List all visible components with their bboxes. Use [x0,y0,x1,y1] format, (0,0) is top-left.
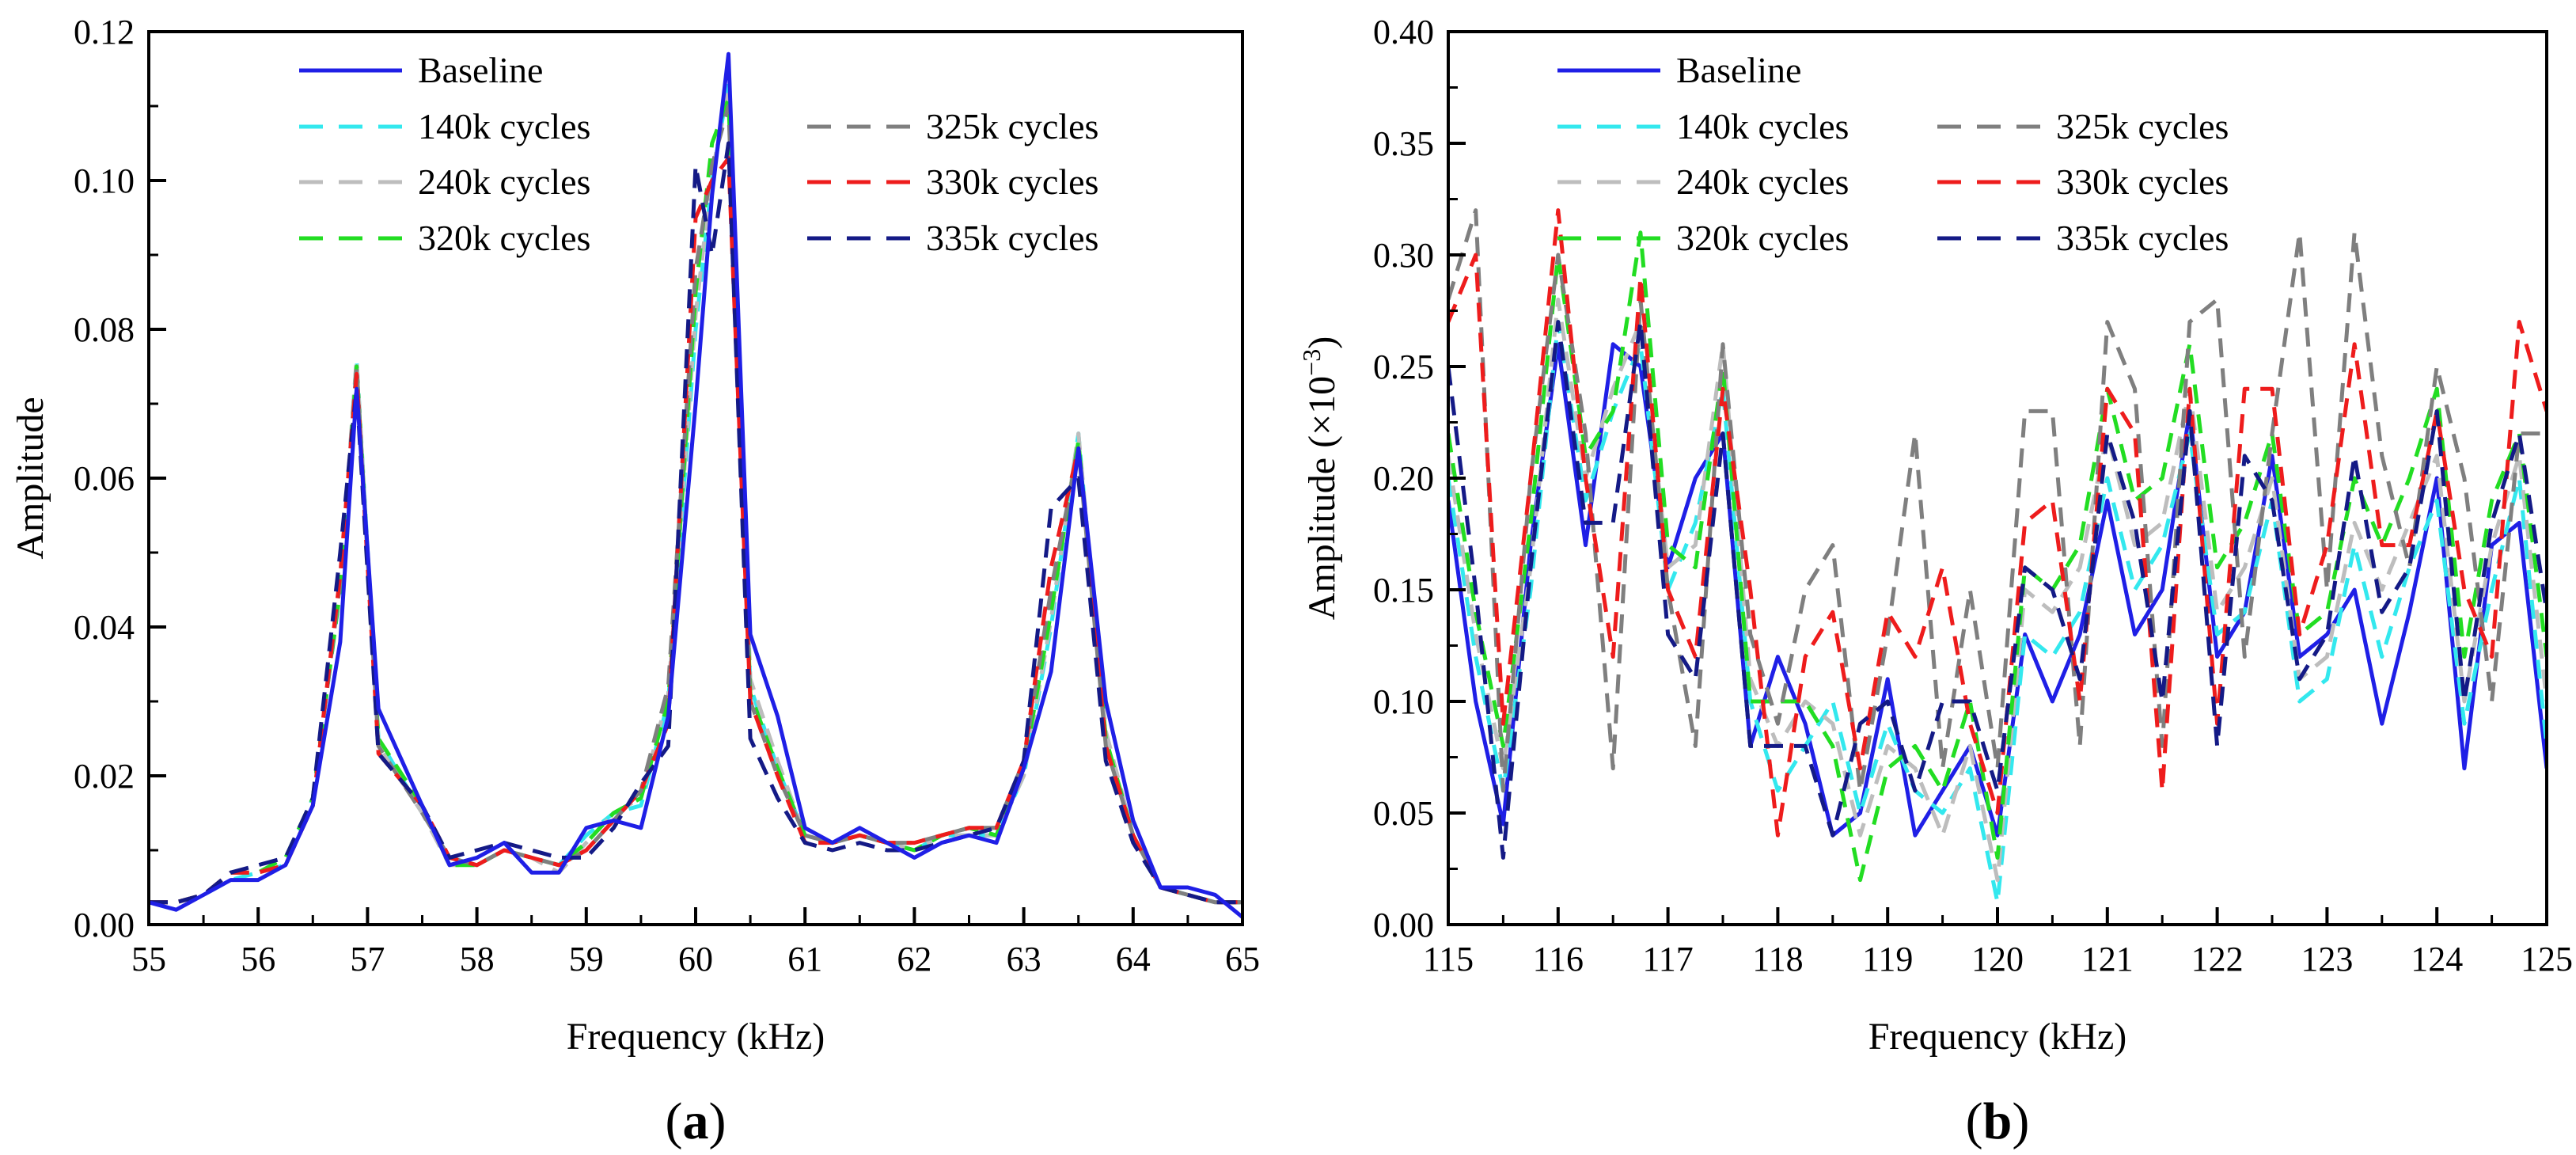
x-axis-label-a: Frequency (kHz) [567,1016,825,1058]
series-lines-a [149,51,1242,919]
y-axis-label-b: Amplitude (×10−3) [1297,336,1343,620]
y-tick-label-a: 0.10 [74,161,135,200]
panel-a: 55 56 57 58 59 60 61 62 63 64 65 0.00 0.02 0.04 0.06 0.… [9,13,1260,1150]
panel-label-b: (b) [1966,1092,2030,1150]
x-tick-label-a: 64 [1116,940,1151,978]
legend-label-a-c240: 240k cycles [418,161,590,202]
x-axis-label-b: Frequency (kHz) [1868,1016,2127,1058]
x-tick-label-b: 125 [2521,940,2573,978]
x-tick-label-b: 117 [1642,940,1693,978]
series-line-b-baseline [1448,342,2547,838]
y-tick-label-b: 0.30 [1373,236,1434,275]
series-line-b-c140 [1448,320,2547,905]
y-tick-label-a: 0.04 [74,608,135,647]
legend-label-a-c335: 335k cycles [926,218,1098,258]
series-lines-b [1448,208,2547,905]
y-tick-label-a: 0.08 [74,310,135,349]
y-tick-label-a: 0.06 [74,459,135,498]
x-tick-label-b: 119 [1862,940,1913,978]
x-tick-label-b: 124 [2411,940,2463,978]
legend-label-a-c320: 320k cycles [418,218,590,258]
x-tick-label-a: 56 [241,940,275,978]
y-tick-label-a: 0.12 [74,13,135,51]
x-tick-label-a: 63 [1007,940,1041,978]
series-line-b-c325 [1448,208,2547,793]
x-tick-label-b: 116 [1533,940,1584,978]
x-tick-label-a: 59 [569,940,604,978]
series-line-b-c330 [1448,208,2547,838]
legend-a: Baseline 140k cycles 240k cycles 320k cycle… [299,50,1098,258]
legend-label-b-baseline: Baseline [1676,50,1801,90]
x-tick-label-b: 120 [1971,940,2024,978]
panel-label-a: (a) [666,1092,727,1150]
x-tick-label-b: 115 [1423,940,1474,978]
x-tick-label-a: 61 [787,940,822,978]
legend-label-a-c140: 140k cycles [418,106,590,146]
series-line-b-c320 [1448,230,2547,883]
y-tick-label-b: 0.20 [1373,459,1434,498]
legend-label-a-c330: 330k cycles [926,161,1098,202]
y-tick-label-b: 0.25 [1373,348,1434,386]
y-tick-label-b: 0.35 [1373,124,1434,163]
legend-label-b-c330: 330k cycles [2056,161,2229,202]
y-tick-label-a: 0.00 [74,906,135,944]
y-tick-label-b: 0.00 [1373,906,1434,944]
x-tick-label-a: 58 [460,940,495,978]
series-line-a-baseline [149,51,1242,919]
x-tick-label-b: 118 [1752,940,1803,978]
x-tick-label-a: 55 [131,940,166,978]
legend-label-a-baseline: Baseline [418,50,543,90]
x-tick-label-b: 122 [2191,940,2244,978]
legend-label-b-c325: 325k cycles [2056,106,2229,146]
series-line-b-c240 [1448,297,2547,883]
y-tick-label-a: 0.02 [74,757,135,796]
legend-label-a-c325: 325k cycles [926,106,1098,146]
plot-frame-b [1447,30,2548,926]
x-tick-label-b: 123 [2301,940,2353,978]
x-tick-label-a: 60 [678,940,713,978]
legend-label-b-c140: 140k cycles [1676,106,1849,146]
legend-label-b-c320: 320k cycles [1676,218,1849,258]
x-tick-label-a: 62 [897,940,931,978]
series-line-b-c335 [1448,320,2547,860]
y-tick-label-b: 0.40 [1373,13,1434,51]
series-line-a-c335 [149,141,1242,905]
legend-label-b-c240: 240k cycles [1676,161,1849,202]
x-tick-label-b: 121 [2081,940,2134,978]
series-line-a-c330 [149,156,1242,905]
y-axis-label-a: Amplitude [9,397,51,559]
x-tick-label-a: 57 [350,940,385,978]
legend-b: Baseline 140k cycles 240k cycles 320k cycle… [1557,50,2229,258]
y-tick-label-b: 0.05 [1373,794,1434,833]
y-tick-label-b: 0.10 [1373,682,1434,721]
x-tick-label-a: 65 [1225,940,1260,978]
legend-label-b-c335: 335k cycles [2056,218,2229,258]
panel-b: 115 116 117 118 119 120 121 122 123 124 125 0.00 0.0… [1297,13,2573,1150]
y-tick-label-b: 0.15 [1373,571,1434,610]
